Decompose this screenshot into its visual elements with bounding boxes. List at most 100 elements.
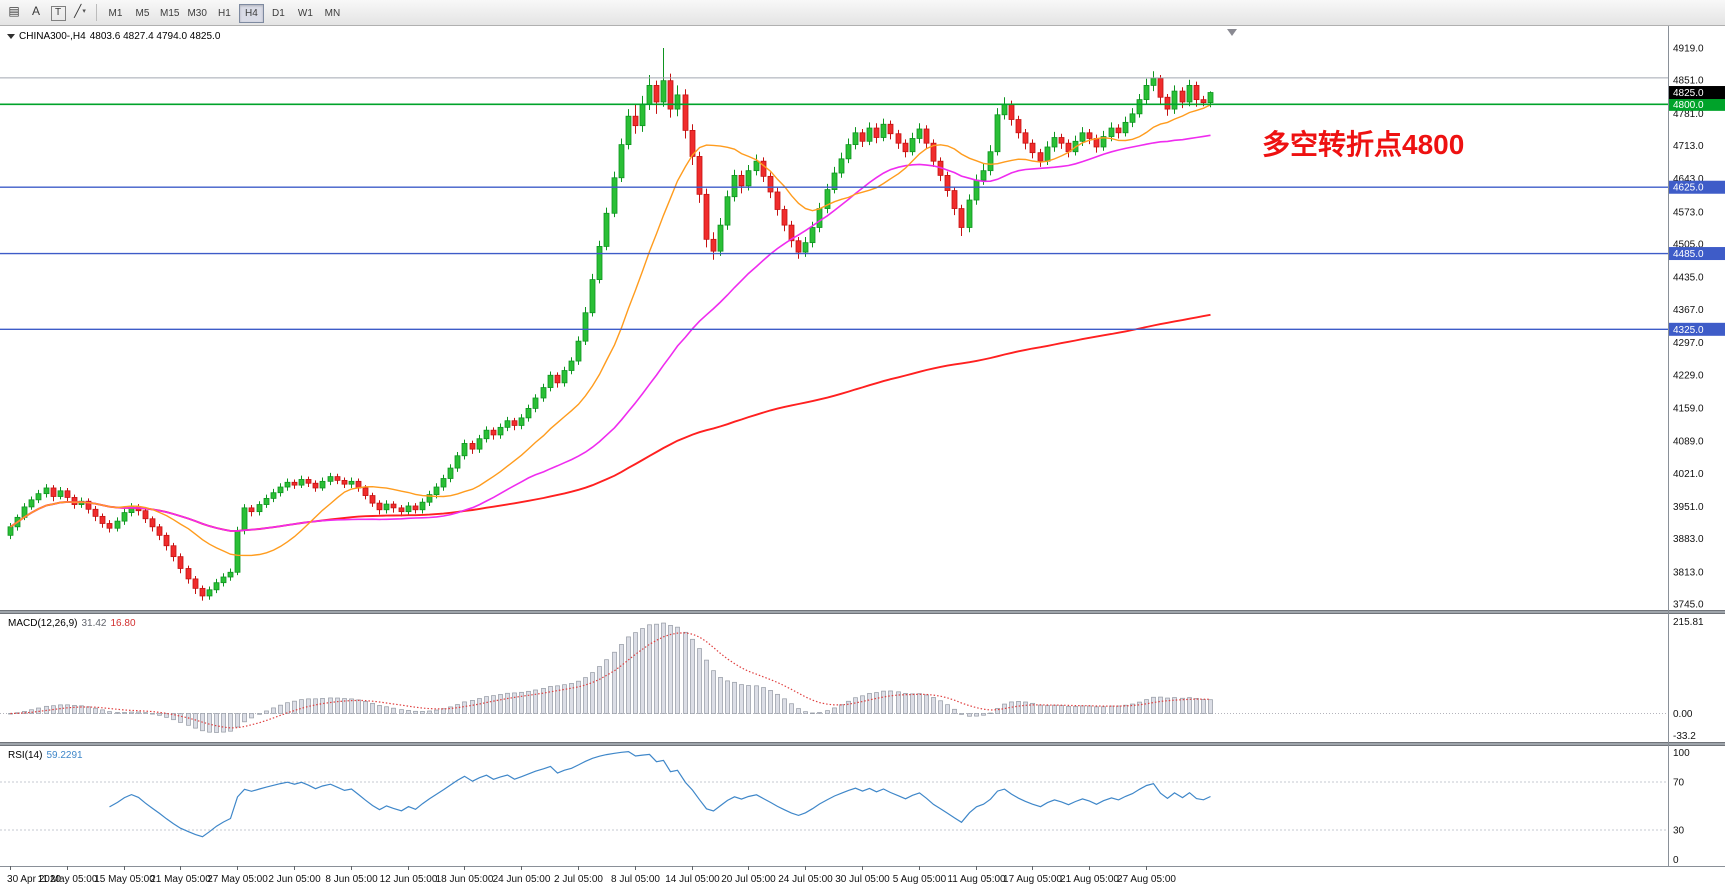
price-tick-label: 4367.0	[1673, 305, 1704, 316]
ma-slow-line	[9, 313, 1211, 532]
macd-histogram-bar	[619, 644, 624, 714]
macd-histogram-bar	[491, 695, 496, 714]
toolbar-icons: ▤ A T ╱ ▾	[3, 1, 91, 24]
macd-pane: 215.81 0.00 -33.2	[0, 617, 1704, 742]
macd-histogram-bar	[683, 631, 688, 714]
macd-histogram-bar	[959, 713, 964, 715]
price-badge	[1669, 86, 1725, 100]
macd-histogram-bar	[697, 648, 702, 714]
price-badge	[1669, 97, 1725, 111]
symbol-dropdown-icon[interactable]	[7, 34, 15, 39]
macd-histogram-bar	[690, 638, 695, 714]
price-badge-label: 4825.0	[1673, 88, 1704, 99]
charts-grid-icon[interactable]: ▤	[8, 4, 20, 19]
line-draw-tool-icon[interactable]: ╱ ▾	[74, 4, 86, 19]
macd-histogram-bar	[320, 698, 325, 714]
time-axis-label: 24 Jun 05:00	[493, 874, 551, 885]
macd-histogram-bar	[725, 680, 730, 714]
macd-histogram-bar	[562, 684, 567, 714]
macd-histogram-bar	[938, 700, 943, 714]
timeframe-button-h4[interactable]: H4	[238, 3, 264, 23]
chart-shift-marker-icon[interactable]	[1227, 29, 1237, 36]
macd-histogram-bar	[917, 693, 922, 714]
price-badge	[1669, 180, 1725, 194]
macd-histogram-bar	[590, 672, 595, 714]
macd-histogram-bar	[718, 677, 723, 714]
time-axis-label: 30 Apr 2020	[7, 874, 61, 885]
macd-histogram-bar	[214, 713, 219, 733]
timeframe-button-m5[interactable]: M5	[130, 4, 155, 23]
macd-histogram-bar	[612, 651, 617, 714]
text-label-tool-icon[interactable]: T	[47, 4, 69, 24]
macd-histogram-bar	[313, 698, 318, 714]
macd-histogram-bar	[654, 623, 659, 714]
macd-histogram-bar	[1038, 704, 1043, 714]
macd-histogram-bar	[910, 693, 915, 714]
price-scale[interactable]: 4919.0 4851.0 4781.0 4713.0 4643.0 4573.0 4505…	[1669, 44, 1725, 611]
macd-histogram-bar	[115, 712, 120, 714]
macd-histogram-bar	[1016, 701, 1021, 714]
macd-histogram-bar	[995, 708, 1000, 714]
macd-histogram-bar	[228, 713, 233, 732]
macd-histogram-bar	[1187, 697, 1192, 714]
toolbar: ▤ A T ╱ ▾ M1 M5 M15 M30 H1 H4 D1 W1 MN	[0, 0, 1725, 26]
time-axis-label: 2 Jul 05:00	[554, 874, 603, 885]
ma-mid-line	[10, 134, 1211, 532]
timeframe-button-d1[interactable]: D1	[266, 4, 291, 23]
symbol-name: CHINA300-,H4	[19, 31, 86, 42]
macd-main-value: 31.42	[81, 618, 107, 629]
macd-histogram-bar	[782, 698, 787, 714]
macd-histogram-bar	[626, 636, 631, 714]
macd-histogram-bar	[1066, 706, 1071, 714]
macd-histogram-bar	[1151, 696, 1156, 714]
timeframe-button-w1[interactable]: W1	[293, 4, 318, 23]
macd-histogram-bar	[931, 697, 936, 714]
macd-histogram-bar	[974, 713, 979, 717]
macd-histogram-bar	[1101, 706, 1106, 714]
macd-histogram-bar	[249, 713, 254, 719]
macd-label: MACD(12,26,9) 31.42 16.80	[8, 618, 136, 629]
macd-histogram-bar	[29, 709, 34, 714]
pane-splitter[interactable]	[0, 742, 1725, 746]
macd-histogram-bar	[505, 692, 510, 714]
macd-histogram-bar	[761, 687, 766, 714]
price-tick-label: 4573.0	[1673, 207, 1704, 218]
cursor-tool-icon[interactable]: A	[31, 4, 40, 19]
time-axis-label: 21 Aug 05:00	[1060, 874, 1119, 885]
macd-histogram-bar	[1052, 704, 1057, 714]
macd-histogram-bar	[583, 677, 588, 714]
macd-histogram-bar	[171, 713, 176, 721]
timeframe-button-m15[interactable]: M15	[157, 4, 182, 23]
macd-histogram-bar	[881, 690, 886, 714]
macd-histogram-bar	[470, 700, 475, 714]
macd-histogram-bar	[1045, 705, 1050, 714]
price-tick-label: 4643.0	[1673, 174, 1704, 185]
macd-histogram-bar	[597, 666, 602, 714]
timeframe-button-m1[interactable]: M1	[103, 4, 128, 23]
macd-histogram-bar	[36, 707, 41, 714]
macd-histogram-bar	[853, 697, 858, 714]
price-badge-label: 4485.0	[1673, 249, 1704, 260]
macd-histogram-bar	[377, 705, 382, 714]
macd-histogram-bar	[1116, 705, 1121, 714]
timeframe-button-m30[interactable]: M30	[184, 4, 209, 23]
time-axis-label: 8 Jul 05:00	[611, 874, 660, 885]
macd-histogram-bar	[257, 713, 262, 715]
macd-histogram-bar	[967, 713, 972, 717]
pane-splitter[interactable]	[0, 610, 1725, 614]
macd-histogram-bar	[72, 705, 77, 714]
macd-histogram-bar	[186, 713, 191, 726]
macd-histogram-bar	[1080, 705, 1085, 714]
macd-histogram-bar	[945, 704, 950, 714]
macd-histogram-bar	[427, 710, 432, 714]
macd-histogram-bar	[65, 704, 70, 714]
time-axis-label: 5 Aug 05:00	[893, 874, 947, 885]
timeframe-button-mn[interactable]: MN	[320, 4, 345, 23]
timeframe-button-h1[interactable]: H1	[212, 4, 237, 23]
macd-histogram-bar	[633, 632, 638, 714]
macd-histogram-bar	[399, 709, 404, 714]
rsi-value: 59.2291	[46, 750, 83, 761]
macd-histogram-bar	[661, 622, 666, 714]
